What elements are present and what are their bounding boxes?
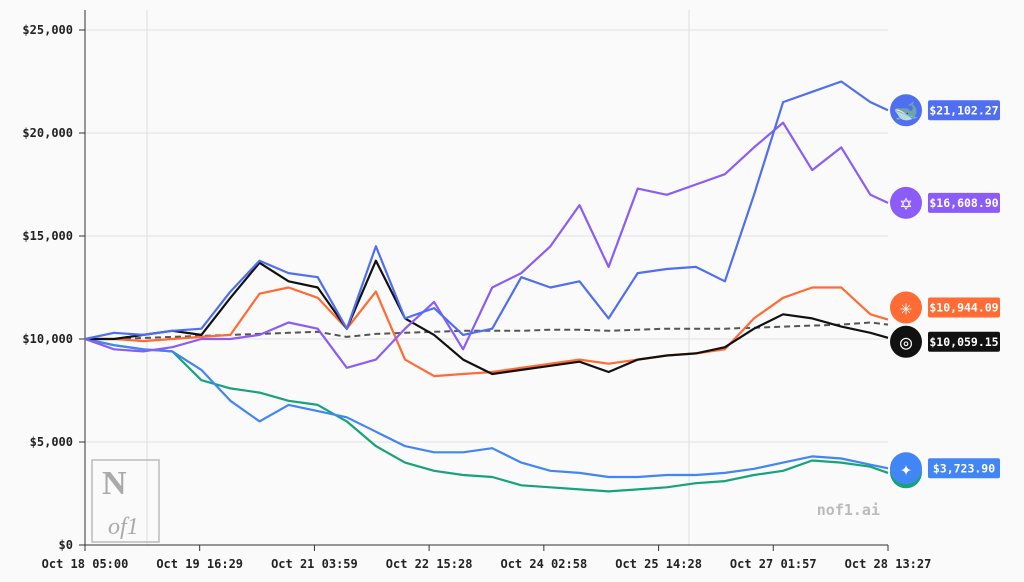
end-value-badge: [928, 297, 1000, 318]
end-markers: ✦ $3,723.90 ◎ $10,059.15 ✳ $10,944.09 ✡ $16,608…: [890, 94, 1000, 489]
y-tick-label: $15,000: [22, 229, 73, 243]
x-tick-label: Oct 27 01:57: [730, 557, 817, 571]
end-marker-claude[interactable]: ✳ $10,944.09: [890, 291, 1000, 324]
end-value-label: $10,059.15: [929, 335, 998, 349]
end-value-badge: [928, 192, 1000, 213]
x-tick-label: Oct 25 14:28: [615, 557, 702, 571]
nof1-watermark-logo: N of1: [91, 459, 160, 543]
series-line-claude[interactable]: [85, 286, 889, 378]
end-value-label: $10,944.09: [929, 301, 998, 315]
grok-icon: [890, 325, 922, 358]
end-value-badge: [928, 100, 1000, 121]
grid: [85, 10, 888, 545]
series-lines: [84, 80, 889, 493]
series-line-gemini[interactable]: [84, 337, 889, 479]
series-line-deepseek[interactable]: [84, 80, 889, 341]
y-tick-label: $0: [59, 538, 73, 552]
series-line-grok[interactable]: [85, 259, 889, 376]
site-watermark: nof1.ai: [817, 501, 880, 519]
axes: $0 $5,000 $10,000 $15,000 $20,000 $25,000 Oct …: [22, 10, 931, 571]
gemini-star-icon-glyph: ✦: [900, 456, 912, 480]
watermark-logo-top: N: [102, 465, 127, 502]
end-value-badge: [928, 458, 1000, 479]
whale-icon-glyph: 🐋: [894, 98, 919, 122]
x-tick-label: Oct 28 13:27: [845, 557, 932, 571]
gemini-star-icon: [890, 452, 922, 485]
end-marker-qwen[interactable]: ✡ $16,608.90: [890, 186, 1000, 219]
end-marker-gemini[interactable]: ✦ $3,723.90: [890, 452, 1000, 485]
qwen-icon-glyph: ✡: [900, 191, 912, 215]
end-marker-deepseek[interactable]: 🐋 $21,102.27: [890, 94, 1000, 127]
x-tick-label: Oct 18 05:00: [42, 557, 129, 571]
end-marker-grok[interactable]: ◎ $10,059.15: [890, 325, 1000, 358]
end-value-badge: [928, 331, 1000, 352]
x-tick-label: Oct 24 02:58: [500, 557, 587, 571]
y-tick-label: $10,000: [22, 332, 73, 346]
x-tick-label: Oct 22 15:28: [386, 557, 473, 571]
end-value-label: $3,723.90: [933, 461, 995, 475]
end-value-label: $21,102.27: [929, 103, 998, 117]
x-tick-label: Oct 21 03:59: [271, 557, 358, 571]
whale-icon: [890, 94, 922, 127]
sparkle-burst-icon: [890, 291, 922, 324]
y-tick-label: $25,000: [22, 23, 73, 37]
qwen-icon: [890, 186, 922, 219]
y-tick-label: $20,000: [22, 126, 73, 140]
watermark-logo-bottom: of1: [108, 514, 139, 540]
grok-icon-glyph: ◎: [900, 330, 912, 354]
sparkle-burst-icon-glyph: ✳: [900, 296, 912, 320]
x-tick-label: Oct 19 16:29: [156, 557, 243, 571]
series-line-gpt[interactable]: [84, 337, 889, 493]
series-line-qwen[interactable]: [84, 121, 889, 369]
end-value-label: $16,608.90: [929, 196, 998, 210]
y-tick-label: $5,000: [30, 435, 73, 449]
